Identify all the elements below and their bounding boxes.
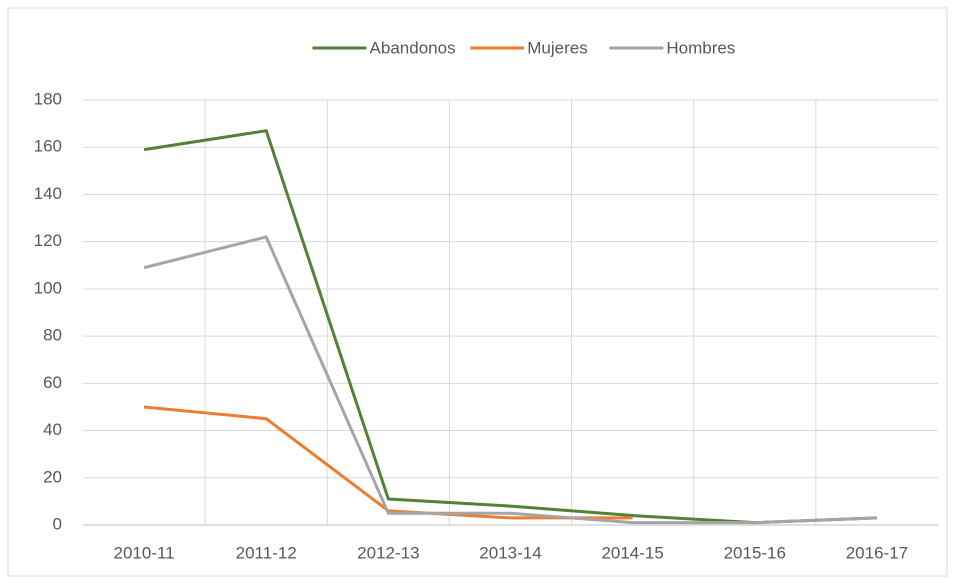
x-tick-label: 2011-12 (236, 543, 297, 562)
x-tick-label: 2010-11 (114, 543, 175, 562)
x-tick-label: 2016-17 (846, 543, 908, 562)
x-tick-label: 2015-16 (724, 543, 786, 562)
y-tick-label: 160 (34, 137, 62, 156)
legend-label: Mujeres (527, 38, 587, 57)
y-tick-label: 40 (43, 420, 62, 439)
y-tick-label: 60 (43, 373, 62, 392)
x-tick-label: 2012-13 (357, 543, 419, 562)
legend-label: Abandonos (370, 38, 456, 57)
y-tick-label: 20 (43, 467, 62, 486)
y-tick-label: 100 (34, 278, 62, 297)
chart-border (7, 7, 948, 577)
y-tick-label: 140 (34, 184, 62, 203)
x-tick-label: 2013-14 (479, 543, 541, 562)
series-line (143, 235, 877, 525)
y-tick-label: 120 (34, 231, 62, 250)
y-tick-label: 80 (43, 326, 62, 345)
x-tick-label: 2014-15 (601, 543, 663, 562)
legend-label: Hombres (666, 38, 735, 57)
y-tick-label: 180 (34, 89, 62, 108)
y-tick-label: 0 (53, 514, 62, 533)
